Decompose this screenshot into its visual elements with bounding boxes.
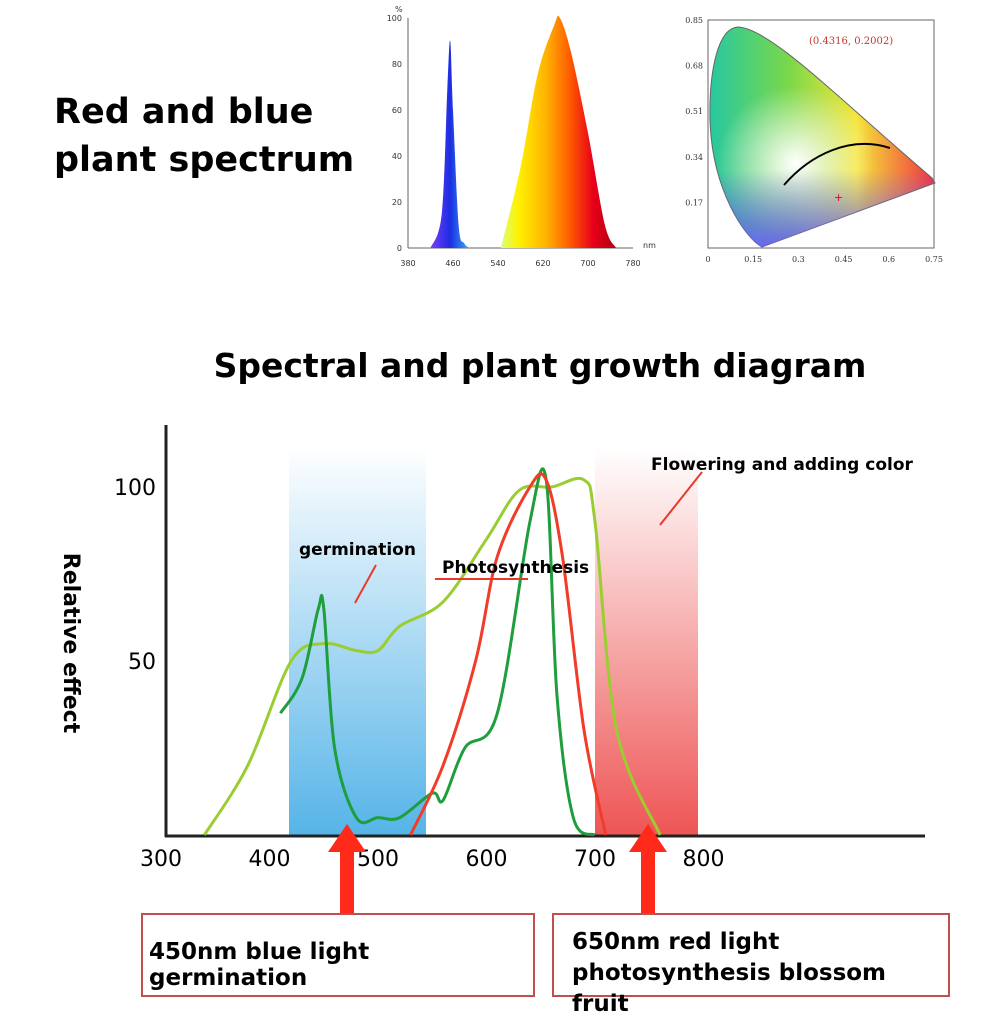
red-arrow-up (629, 824, 667, 913)
spectrum-warm-peak (500, 15, 617, 249)
spectrum-x-tick: 460 (445, 259, 460, 268)
main-y-tick: 100 (114, 476, 156, 501)
spectrum-heading-line-2: plant spectrum (54, 140, 355, 180)
spectrum-y-tick: 20 (392, 198, 402, 207)
germination-pointer (354, 564, 377, 604)
cie-blue-region (709, 27, 935, 247)
spectrum-x-tick: 780 (625, 259, 640, 268)
flowering-label: Flowering and adding color (651, 455, 914, 475)
spectrum-heading-line-1: Red and blue (54, 92, 314, 132)
cie-x-tick: 0 (705, 255, 710, 264)
spectrum-chart: % nm 0 20 40 60 80 100 380 460 540 620 700 780 (387, 5, 656, 268)
red-light-callout-line-2: photosynthesis blossom fruit (572, 960, 887, 1017)
cie-x-tick: 0.75 (925, 255, 943, 264)
cie-y-tick: 0.17 (685, 198, 703, 207)
main-x-tick: 300 (140, 847, 182, 872)
cie-x-tick: 0.15 (744, 255, 762, 264)
spectrum-y-tick: 40 (392, 152, 402, 161)
spectrum-x-tick: 540 (490, 259, 505, 268)
cie-chart: 0.17 0.34 0.51 0.68 0.85 0 0.15 0.3 0.45 0.6 0.75… (685, 16, 943, 264)
red-band (595, 449, 698, 835)
cie-x-ticks: 0 0.15 0.3 0.45 0.6 0.75 (705, 255, 942, 264)
flowering-pointer (659, 471, 703, 526)
cie-y-tick: 0.68 (685, 62, 703, 71)
chlorophyll-curve (279, 467, 596, 837)
cie-y-tick: 0.85 (685, 16, 703, 25)
spectrum-heading: Red and blue plant spectrum (54, 88, 354, 184)
cie-y-ticks: 0.17 0.34 0.51 0.68 0.85 (685, 16, 703, 207)
cie-y-tick: 0.51 (685, 107, 703, 116)
blue-light-callout: 450nm blue light germination (141, 913, 535, 997)
photosynthesis-label: Photosynthesis (442, 558, 589, 578)
spectrum-y-tick: 80 (392, 60, 402, 69)
spectrum-x-tick: 620 (535, 259, 550, 268)
spectrum-y-ticks: 0 20 40 60 80 100 (387, 14, 402, 253)
spectrum-x-unit: nm (643, 241, 656, 250)
germination-label: germination (299, 540, 416, 560)
main-x-tick: 400 (249, 847, 291, 872)
main-x-tick: 600 (466, 847, 508, 872)
spectrum-blue-peak (430, 40, 470, 248)
spectrum-x-tick: 700 (580, 259, 595, 268)
spectrum-x-tick: 380 (400, 259, 415, 268)
cie-x-tick: 0.6 (882, 255, 895, 264)
blue-light-callout-text: 450nm blue light germination (149, 939, 370, 991)
photosynthesis-curve (203, 476, 662, 836)
cie-planckian-locus (783, 143, 891, 186)
spectrum-y-tick: 100 (387, 14, 402, 23)
main-x-tick: 800 (683, 847, 725, 872)
red-light-callout-line-1: 650nm red light (572, 929, 780, 955)
cie-y-tick: 0.34 (685, 153, 703, 162)
cie-x-tick: 0.3 (792, 255, 805, 264)
spectrum-y-tick: 60 (392, 106, 402, 115)
blue-arrow-up (328, 824, 366, 913)
spectrum-y-tick: 0 (397, 244, 402, 253)
main-y-tick: 50 (128, 650, 156, 675)
main-y-ticks: 50 100 (114, 476, 156, 675)
cie-point-marker: + (834, 191, 843, 204)
cie-annotation: (0.4316, 0.2002) (809, 36, 893, 47)
main-x-ticks: 300 400 500 600 700 800 (140, 847, 725, 872)
cie-x-tick: 0.45 (835, 255, 853, 264)
blue-band (289, 447, 426, 835)
spectrum-x-ticks: 380 460 540 620 700 780 (400, 259, 640, 268)
flowering-curve (409, 472, 608, 836)
main-y-label: Relative effect (58, 553, 83, 734)
spectrum-y-unit: % (395, 5, 403, 14)
main-chart-title: Spectral and plant growth diagram (213, 346, 867, 385)
main-x-tick: 700 (574, 847, 616, 872)
red-light-callout: 650nm red light photosynthesis blossom f… (552, 913, 950, 1017)
